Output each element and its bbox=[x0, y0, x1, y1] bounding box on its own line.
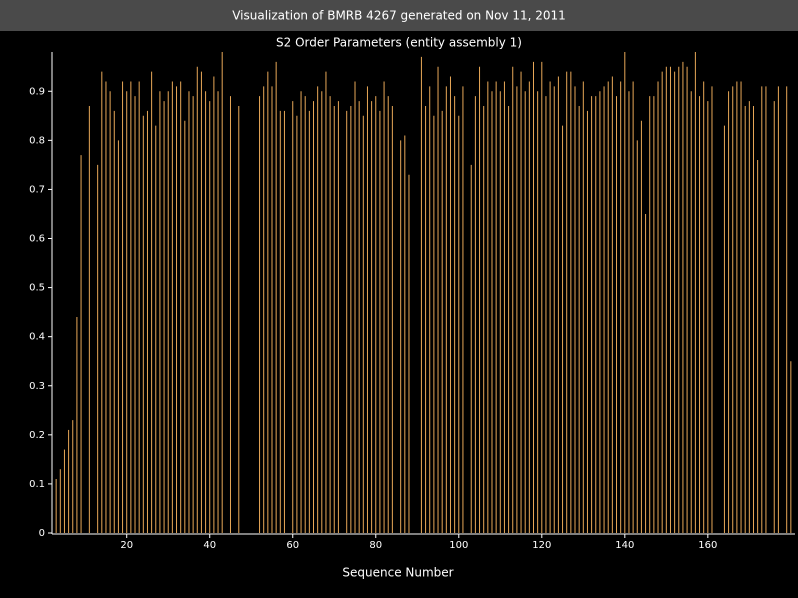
chart-subtitle: S2 Order Parameters (entity assembly 1) bbox=[276, 36, 522, 50]
y-tick-label: 0.7 bbox=[29, 184, 45, 195]
x-tick-label: 80 bbox=[369, 540, 382, 551]
y-tick-label: 0 bbox=[39, 528, 45, 539]
x-axis-label: Sequence Number bbox=[342, 566, 453, 580]
y-tick-label: 0.2 bbox=[29, 430, 45, 441]
y-tick-label: 0.1 bbox=[29, 479, 45, 490]
y-tick-label: 0.9 bbox=[29, 86, 45, 97]
x-tick-label: 60 bbox=[286, 540, 299, 551]
y-tick-label: 0.3 bbox=[29, 381, 45, 392]
x-tick-label: 40 bbox=[203, 540, 216, 551]
x-tick-label: 120 bbox=[532, 540, 551, 551]
x-tick-label: 140 bbox=[615, 540, 634, 551]
chart-title: Visualization of BMRB 4267 generated on … bbox=[232, 9, 566, 23]
header-bar bbox=[0, 0, 798, 31]
y-tick-label: 0.6 bbox=[29, 234, 45, 245]
y-tick-label: 0.8 bbox=[29, 135, 45, 146]
x-tick-label: 100 bbox=[449, 540, 468, 551]
y-tick-label: 0.4 bbox=[29, 332, 45, 343]
x-tick-label: 20 bbox=[120, 540, 133, 551]
y-tick-label: 0.5 bbox=[29, 283, 45, 294]
x-tick-label: 160 bbox=[698, 540, 717, 551]
